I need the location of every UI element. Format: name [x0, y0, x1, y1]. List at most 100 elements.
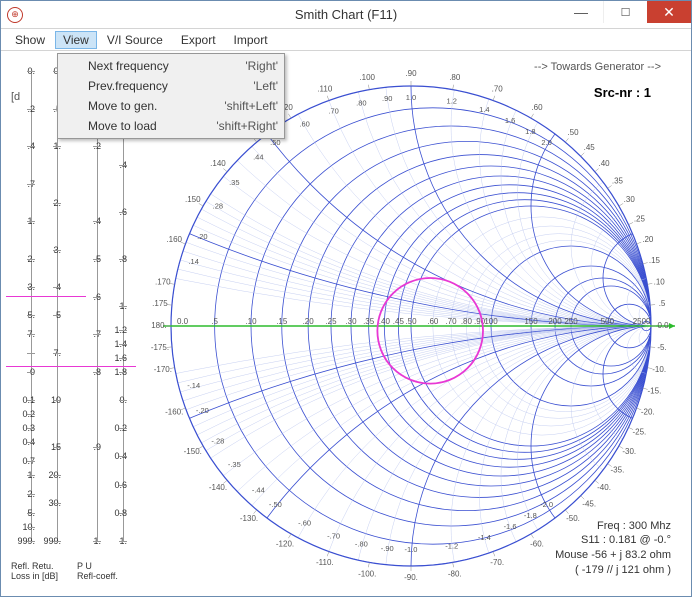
dropdown-move-load[interactable]: Move to load 'shift+Right': [60, 116, 282, 136]
svg-text:-1.4: -1.4: [478, 533, 491, 542]
svg-text:-160.: -160.: [165, 407, 183, 416]
svg-text:2.0: 2.0: [541, 138, 551, 147]
minimize-button[interactable]: —: [559, 1, 603, 23]
svg-text:.35: .35: [229, 178, 239, 187]
svg-text:-175.: -175.: [151, 343, 169, 352]
svg-text:-60.: -60.: [530, 539, 544, 548]
svg-text:.5: .5: [211, 317, 218, 326]
svg-text:1.2: 1.2: [447, 97, 457, 106]
svg-text:150: 150: [524, 317, 538, 326]
svg-text:.90: .90: [382, 94, 392, 103]
smith-chart[interactable]: .5.10.15.20.25.30.35.40.45.50.60.70.80.9…: [146, 61, 676, 591]
svg-text:1.0: 1.0: [406, 93, 416, 102]
svg-text:-5.: -5.: [657, 343, 666, 352]
marker-line-2: [6, 366, 136, 367]
dropdown-shortcut: 'shift+Right': [216, 119, 278, 133]
svg-text:.70: .70: [492, 84, 504, 93]
svg-text:2500: 2500: [633, 317, 651, 326]
view-dropdown: Next frequency 'Right' Prev.frequency 'L…: [57, 53, 285, 139]
svg-text:.45: .45: [393, 317, 405, 326]
svg-text:-.35: -.35: [228, 460, 241, 469]
svg-text:-.28: -.28: [211, 436, 224, 445]
dropdown-shortcut: 'shift+Left': [224, 99, 278, 113]
svg-text:-140.: -140.: [209, 483, 227, 492]
svg-text:.150: .150: [185, 195, 201, 204]
dropdown-shortcut: 'Left': [253, 79, 278, 93]
svg-text:-1.2: -1.2: [445, 541, 458, 550]
svg-text:.15: .15: [649, 256, 661, 265]
readout-s11: S11 : 0.181 @ -0.°: [555, 533, 671, 548]
svg-text:.10: .10: [654, 277, 666, 286]
app-window: ⊕ Smith Chart (F11) — ☐ ✕ Show View V/I …: [0, 0, 692, 597]
svg-text:.50: .50: [270, 138, 280, 147]
svg-text:.20: .20: [303, 317, 315, 326]
dropdown-next-freq[interactable]: Next frequency 'Right': [60, 56, 282, 76]
svg-text:-120.: -120.: [276, 539, 294, 548]
svg-text:.50: .50: [405, 317, 417, 326]
svg-text:.160: .160: [166, 235, 182, 244]
svg-text:-1.6: -1.6: [504, 522, 517, 531]
svg-text:.40: .40: [379, 317, 391, 326]
svg-text:-.60: -.60: [298, 518, 311, 527]
menu-export[interactable]: Export: [173, 31, 224, 49]
svg-text:-100.: -100.: [358, 569, 376, 578]
dropdown-move-gen[interactable]: Move to gen. 'shift+Left': [60, 96, 282, 116]
readout-impedance: ( -179 // j 121 ohm ): [555, 563, 671, 578]
dropdown-prev-freq[interactable]: Prev.frequency 'Left': [60, 76, 282, 96]
svg-text:1.8: 1.8: [525, 127, 535, 136]
svg-text:-1.8: -1.8: [524, 511, 537, 520]
svg-text:1.4: 1.4: [479, 105, 489, 114]
svg-text:.5: .5: [659, 299, 666, 308]
svg-text:180.: 180.: [151, 321, 167, 330]
svg-text:-110.: -110.: [316, 558, 334, 567]
svg-text:-25.: -25.: [632, 428, 646, 437]
svg-text:.44: .44: [253, 152, 263, 161]
svg-text:-45.: -45.: [582, 499, 596, 508]
app-icon: ⊕: [7, 7, 23, 23]
maximize-button[interactable]: ☐: [603, 1, 647, 23]
svg-text:.140: .140: [210, 159, 226, 168]
svg-text:.15: .15: [276, 317, 288, 326]
svg-text:.10: .10: [245, 317, 257, 326]
window-controls: — ☐ ✕: [559, 1, 691, 23]
svg-text:1.6: 1.6: [505, 116, 515, 125]
svg-text:.70: .70: [328, 107, 338, 116]
svg-text:0.0: 0.0: [177, 317, 189, 326]
svg-text:-.70: -.70: [327, 531, 340, 540]
svg-text:.170: .170: [155, 277, 171, 286]
svg-text:.175: .175: [152, 299, 168, 308]
svg-text:-90.: -90.: [404, 573, 418, 582]
menu-view[interactable]: View: [55, 31, 97, 49]
svg-text:.60: .60: [531, 103, 543, 112]
readout-mouse: Mouse -56 + j 83.2 ohm: [555, 548, 671, 563]
svg-text:.80: .80: [461, 317, 473, 326]
svg-text:.90: .90: [405, 69, 417, 78]
svg-text:-170.: -170.: [154, 365, 172, 374]
readout-panel: Freq : 300 Mhz S11 : 0.181 @ -0.° Mouse …: [555, 519, 671, 578]
menu-show[interactable]: Show: [7, 31, 53, 49]
refl-coef-label: P U Refl-coeff.: [77, 561, 131, 581]
svg-text:-80.: -80.: [448, 569, 462, 578]
svg-text:.40: .40: [598, 159, 610, 168]
svg-text:.25: .25: [634, 215, 646, 224]
svg-text:200: 200: [548, 317, 562, 326]
svg-text:.14: .14: [188, 257, 198, 266]
svg-text:-30.: -30.: [622, 447, 636, 456]
menubar: Show View V/I Source Export Import: [1, 29, 691, 51]
svg-text:.30: .30: [624, 195, 636, 204]
dropdown-label: Prev.frequency: [88, 79, 253, 93]
svg-text:.100: .100: [359, 73, 375, 82]
svg-text:-15.: -15.: [648, 386, 662, 395]
refl-loss-label: Refl. Retu. Loss in [dB]: [11, 561, 65, 581]
left-scales: [d 0..2.4.71.2.3.5.7.00.10.20.30.40.71.2…: [11, 61, 131, 581]
menu-vi-source[interactable]: V/I Source: [99, 31, 171, 49]
close-button[interactable]: ✕: [647, 1, 691, 23]
dropdown-label: Next frequency: [88, 59, 245, 73]
svg-text:.60: .60: [299, 120, 309, 129]
svg-text:-1.0: -1.0: [405, 545, 418, 554]
menu-import[interactable]: Import: [226, 31, 276, 49]
svg-text:100: 100: [484, 317, 498, 326]
svg-text:-.44: -.44: [252, 486, 265, 495]
svg-text:-35.: -35.: [611, 466, 625, 475]
svg-text:.70: .70: [445, 317, 457, 326]
